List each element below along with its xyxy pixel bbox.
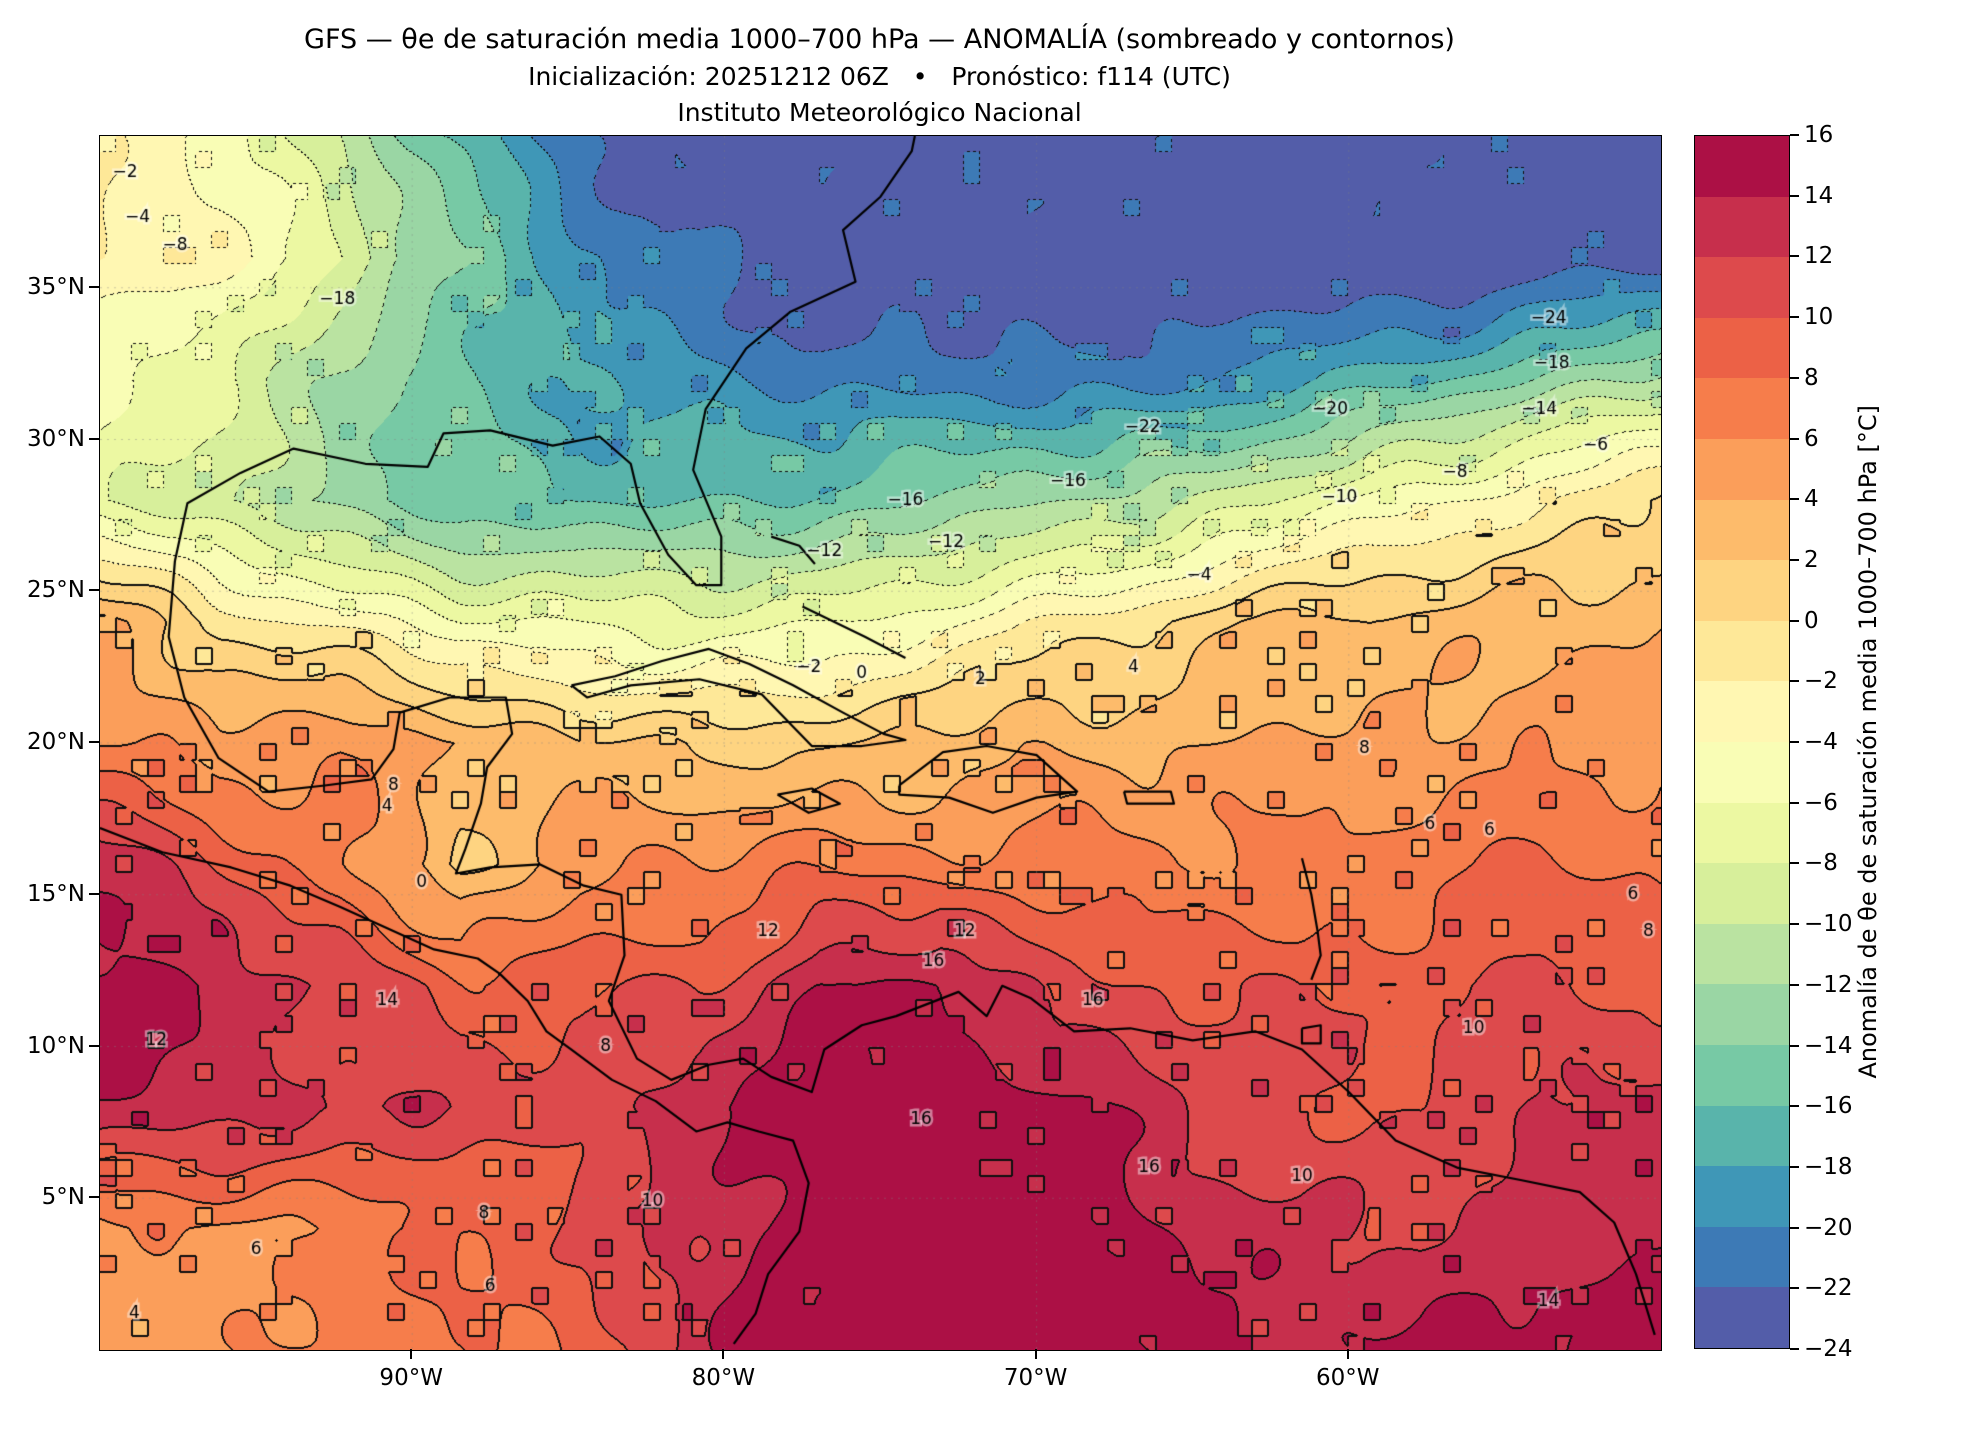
colorbar-segment xyxy=(1695,741,1789,803)
colorbar-segment xyxy=(1695,681,1789,742)
colorbar-segment xyxy=(1695,378,1789,439)
anomaly-contour-map xyxy=(99,135,1662,1351)
colorbar-tick-label: −24 xyxy=(1804,1336,1853,1362)
colorbar-tick-mark xyxy=(1790,741,1799,743)
colorbar-tick-label: 4 xyxy=(1804,486,1819,513)
lon-tick-label: 70°W xyxy=(1003,1365,1068,1391)
colorbar-tick-label: −18 xyxy=(1804,1153,1853,1180)
colorbar-tick-mark xyxy=(1790,983,1799,986)
colorbar-tick-mark xyxy=(1790,1287,1799,1290)
colorbar-segment xyxy=(1695,317,1789,379)
colorbar-tick-mark xyxy=(1790,1044,1799,1047)
lat-tick-mark xyxy=(89,1044,99,1047)
figure-subtitle-init: Inicialización: 20251212 06Z • Pronóstic… xyxy=(528,62,1231,91)
colorbar-tick-mark xyxy=(1790,619,1799,622)
colorbar-segment xyxy=(1695,196,1789,258)
colorbar-tick-mark xyxy=(1790,923,1799,926)
colorbar-tick-label: −8 xyxy=(1804,850,1838,877)
colorbar xyxy=(1694,135,1790,1349)
lon-tick-label: 90°W xyxy=(379,1365,443,1391)
lon-tick-label: 60°W xyxy=(1316,1365,1380,1391)
colorbar-tick-mark xyxy=(1790,680,1799,683)
colorbar-tick-mark xyxy=(1790,1348,1799,1350)
colorbar-segment xyxy=(1695,499,1789,561)
colorbar-tick-mark xyxy=(1790,1105,1799,1108)
colorbar-tick-mark xyxy=(1790,194,1799,197)
colorbar-tick-label: −14 xyxy=(1804,1032,1853,1059)
colorbar-tick-mark xyxy=(1790,1165,1799,1168)
colorbar-tick-label: 2 xyxy=(1804,546,1819,573)
colorbar-label-wrap: Anomalía de θe de saturación media 1000–… xyxy=(1854,135,1882,1349)
colorbar-tick-label: −12 xyxy=(1804,971,1853,998)
colorbar-segment xyxy=(1695,136,1789,197)
lat-tick-mark xyxy=(89,285,99,288)
lon-tick-label: 80°W xyxy=(691,1365,756,1391)
lat-tick-mark xyxy=(89,437,99,440)
lat-tick-label: 25°N xyxy=(27,577,85,604)
colorbar-tick-label: 16 xyxy=(1804,122,1834,148)
colorbar-tick-label: 8 xyxy=(1804,364,1819,391)
colorbar-segment xyxy=(1695,560,1789,621)
lat-tick-mark xyxy=(89,892,99,895)
figure-title: GFS — θe de saturación media 1000–700 hP… xyxy=(304,24,1455,55)
lat-tick-label: 5°N xyxy=(41,1184,85,1211)
colorbar-tick-label: 6 xyxy=(1804,425,1819,452)
colorbar-tick-mark xyxy=(1790,1226,1799,1229)
colorbar-tick-mark xyxy=(1790,437,1799,440)
colorbar-segment xyxy=(1695,438,1789,500)
colorbar-tick-label: −22 xyxy=(1804,1275,1853,1302)
colorbar-segment xyxy=(1695,1105,1789,1167)
colorbar-tick-mark xyxy=(1790,558,1799,561)
colorbar-tick-label: −20 xyxy=(1804,1214,1853,1241)
colorbar-tick-label: 10 xyxy=(1804,304,1834,331)
colorbar-tick-label: −10 xyxy=(1804,911,1853,938)
colorbar-segment xyxy=(1695,1166,1789,1227)
lat-tick-label: 10°N xyxy=(27,1032,85,1059)
colorbar-tick-mark xyxy=(1790,862,1799,865)
colorbar-segment xyxy=(1695,1044,1789,1106)
colorbar-tick-mark xyxy=(1790,376,1799,379)
lat-tick-mark xyxy=(89,1196,99,1199)
colorbar-tick-label: 12 xyxy=(1804,243,1834,270)
colorbar-tick-mark xyxy=(1790,316,1799,319)
colorbar-segment xyxy=(1695,863,1789,924)
figure-subtitle-institute: Instituto Meteorológico Nacional xyxy=(677,98,1082,127)
colorbar-tick-label: −16 xyxy=(1804,1093,1853,1120)
colorbar-tick-mark xyxy=(1790,134,1799,136)
lat-tick-mark xyxy=(89,741,99,743)
colorbar-segment xyxy=(1695,1287,1789,1348)
lat-tick-mark xyxy=(89,589,99,592)
colorbar-tick-mark xyxy=(1790,801,1799,804)
lat-tick-label: 30°N xyxy=(27,425,85,452)
colorbar-tick-mark xyxy=(1790,255,1799,258)
colorbar-tick-label: −2 xyxy=(1804,668,1838,695)
colorbar-axis-label: Anomalía de θe de saturación media 1000–… xyxy=(1854,405,1882,1079)
colorbar-segment xyxy=(1695,257,1789,318)
lat-tick-label: 20°N xyxy=(27,729,85,755)
colorbar-segment xyxy=(1695,923,1789,985)
colorbar-tick-label: −4 xyxy=(1804,729,1838,755)
colorbar-segment xyxy=(1695,1226,1789,1288)
colorbar-segment xyxy=(1695,984,1789,1045)
colorbar-tick-label: 0 xyxy=(1804,607,1819,634)
lat-tick-label: 15°N xyxy=(27,880,85,907)
colorbar-tick-label: 14 xyxy=(1804,182,1834,209)
colorbar-segment xyxy=(1695,802,1789,864)
colorbar-tick-mark xyxy=(1790,498,1799,501)
colorbar-tick-label: −6 xyxy=(1804,789,1838,816)
lat-tick-label: 35°N xyxy=(27,273,85,300)
colorbar-segment xyxy=(1695,620,1789,682)
